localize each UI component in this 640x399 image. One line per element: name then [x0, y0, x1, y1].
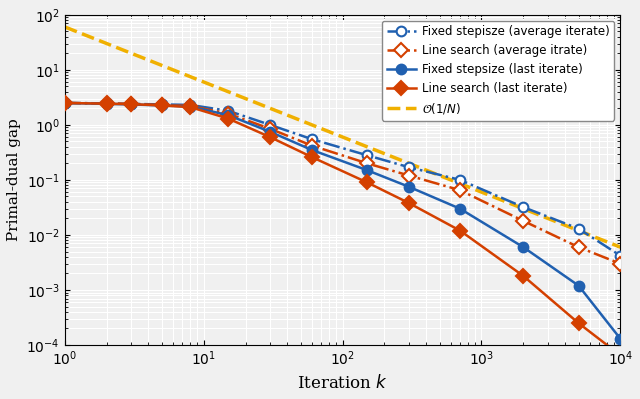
Line search (last iterate)	[575, 321, 582, 326]
Line search (average itrate)	[364, 161, 371, 166]
X-axis label: Iteration $k$: Iteration $k$	[297, 374, 388, 392]
Fixed stepisze (average iterate)	[158, 102, 166, 107]
Fixed stepsize (last iterate)	[364, 168, 371, 173]
Fixed stepisze (average iterate)	[364, 153, 371, 158]
Line search (average itrate)	[616, 261, 624, 266]
Line search (average itrate)	[405, 173, 413, 178]
Line: Line search (last iterate): Line search (last iterate)	[60, 98, 625, 360]
Line search (average itrate)	[225, 111, 232, 116]
Line search (last iterate)	[127, 102, 135, 107]
Legend: Fixed stepisze (average iterate), Line search (average itrate), Fixed stepsize (: Fixed stepisze (average iterate), Line s…	[382, 21, 614, 121]
Line search (last iterate)	[520, 274, 527, 279]
Fixed stepisze (average iterate)	[520, 205, 527, 209]
Line: Fixed stepsize (last iterate): Fixed stepsize (last iterate)	[60, 98, 625, 344]
Fixed stepisze (average iterate)	[186, 103, 194, 107]
Y-axis label: Primal-dual gap: Primal-dual gap	[7, 119, 21, 241]
Line search (last iterate)	[103, 101, 111, 106]
Line search (last iterate)	[405, 201, 413, 205]
Fixed stepisze (average iterate)	[127, 101, 135, 106]
Line search (average itrate)	[308, 143, 316, 148]
Line search (average itrate)	[103, 101, 111, 106]
Fixed stepisze (average iterate)	[103, 101, 111, 106]
Line search (average itrate)	[575, 245, 582, 249]
Line search (average itrate)	[61, 101, 68, 105]
Fixed stepisze (average iterate)	[266, 122, 274, 127]
Fixed stepsize (last iterate)	[456, 206, 464, 211]
Fixed stepisze (average iterate)	[61, 101, 68, 105]
Line search (last iterate)	[456, 228, 464, 233]
Fixed stepisze (average iterate)	[308, 137, 316, 142]
Fixed stepsize (last iterate)	[308, 148, 316, 152]
Line search (last iterate)	[616, 353, 624, 358]
Fixed stepsize (last iterate)	[158, 103, 166, 108]
Line search (last iterate)	[158, 103, 166, 108]
Fixed stepsize (last iterate)	[225, 113, 232, 118]
Line search (last iterate)	[186, 105, 194, 109]
Fixed stepsize (last iterate)	[103, 101, 111, 106]
Line search (last iterate)	[308, 155, 316, 160]
Fixed stepsize (last iterate)	[186, 104, 194, 109]
Fixed stepsize (last iterate)	[127, 102, 135, 107]
Fixed stepisze (average iterate)	[616, 253, 624, 258]
Line search (average itrate)	[520, 219, 527, 223]
Fixed stepisze (average iterate)	[225, 109, 232, 113]
Line search (last iterate)	[266, 134, 274, 139]
Fixed stepisze (average iterate)	[405, 165, 413, 170]
Fixed stepsize (last iterate)	[405, 184, 413, 189]
Fixed stepisze (average iterate)	[456, 178, 464, 182]
Fixed stepsize (last iterate)	[266, 129, 274, 134]
Line search (last iterate)	[364, 180, 371, 185]
Line search (last iterate)	[225, 116, 232, 121]
Fixed stepsize (last iterate)	[575, 283, 582, 288]
Line: Line search (average itrate): Line search (average itrate)	[60, 98, 625, 269]
Fixed stepisze (average iterate)	[575, 226, 582, 231]
Line search (last iterate)	[61, 101, 68, 105]
Line search (average itrate)	[266, 126, 274, 131]
Fixed stepsize (last iterate)	[520, 245, 527, 249]
Line: Fixed stepisze (average iterate): Fixed stepisze (average iterate)	[60, 98, 625, 261]
Line search (average itrate)	[186, 104, 194, 109]
Line search (average itrate)	[158, 103, 166, 107]
Fixed stepsize (last iterate)	[616, 336, 624, 341]
Line search (average itrate)	[456, 188, 464, 193]
Line search (average itrate)	[127, 101, 135, 106]
Fixed stepsize (last iterate)	[61, 101, 68, 105]
